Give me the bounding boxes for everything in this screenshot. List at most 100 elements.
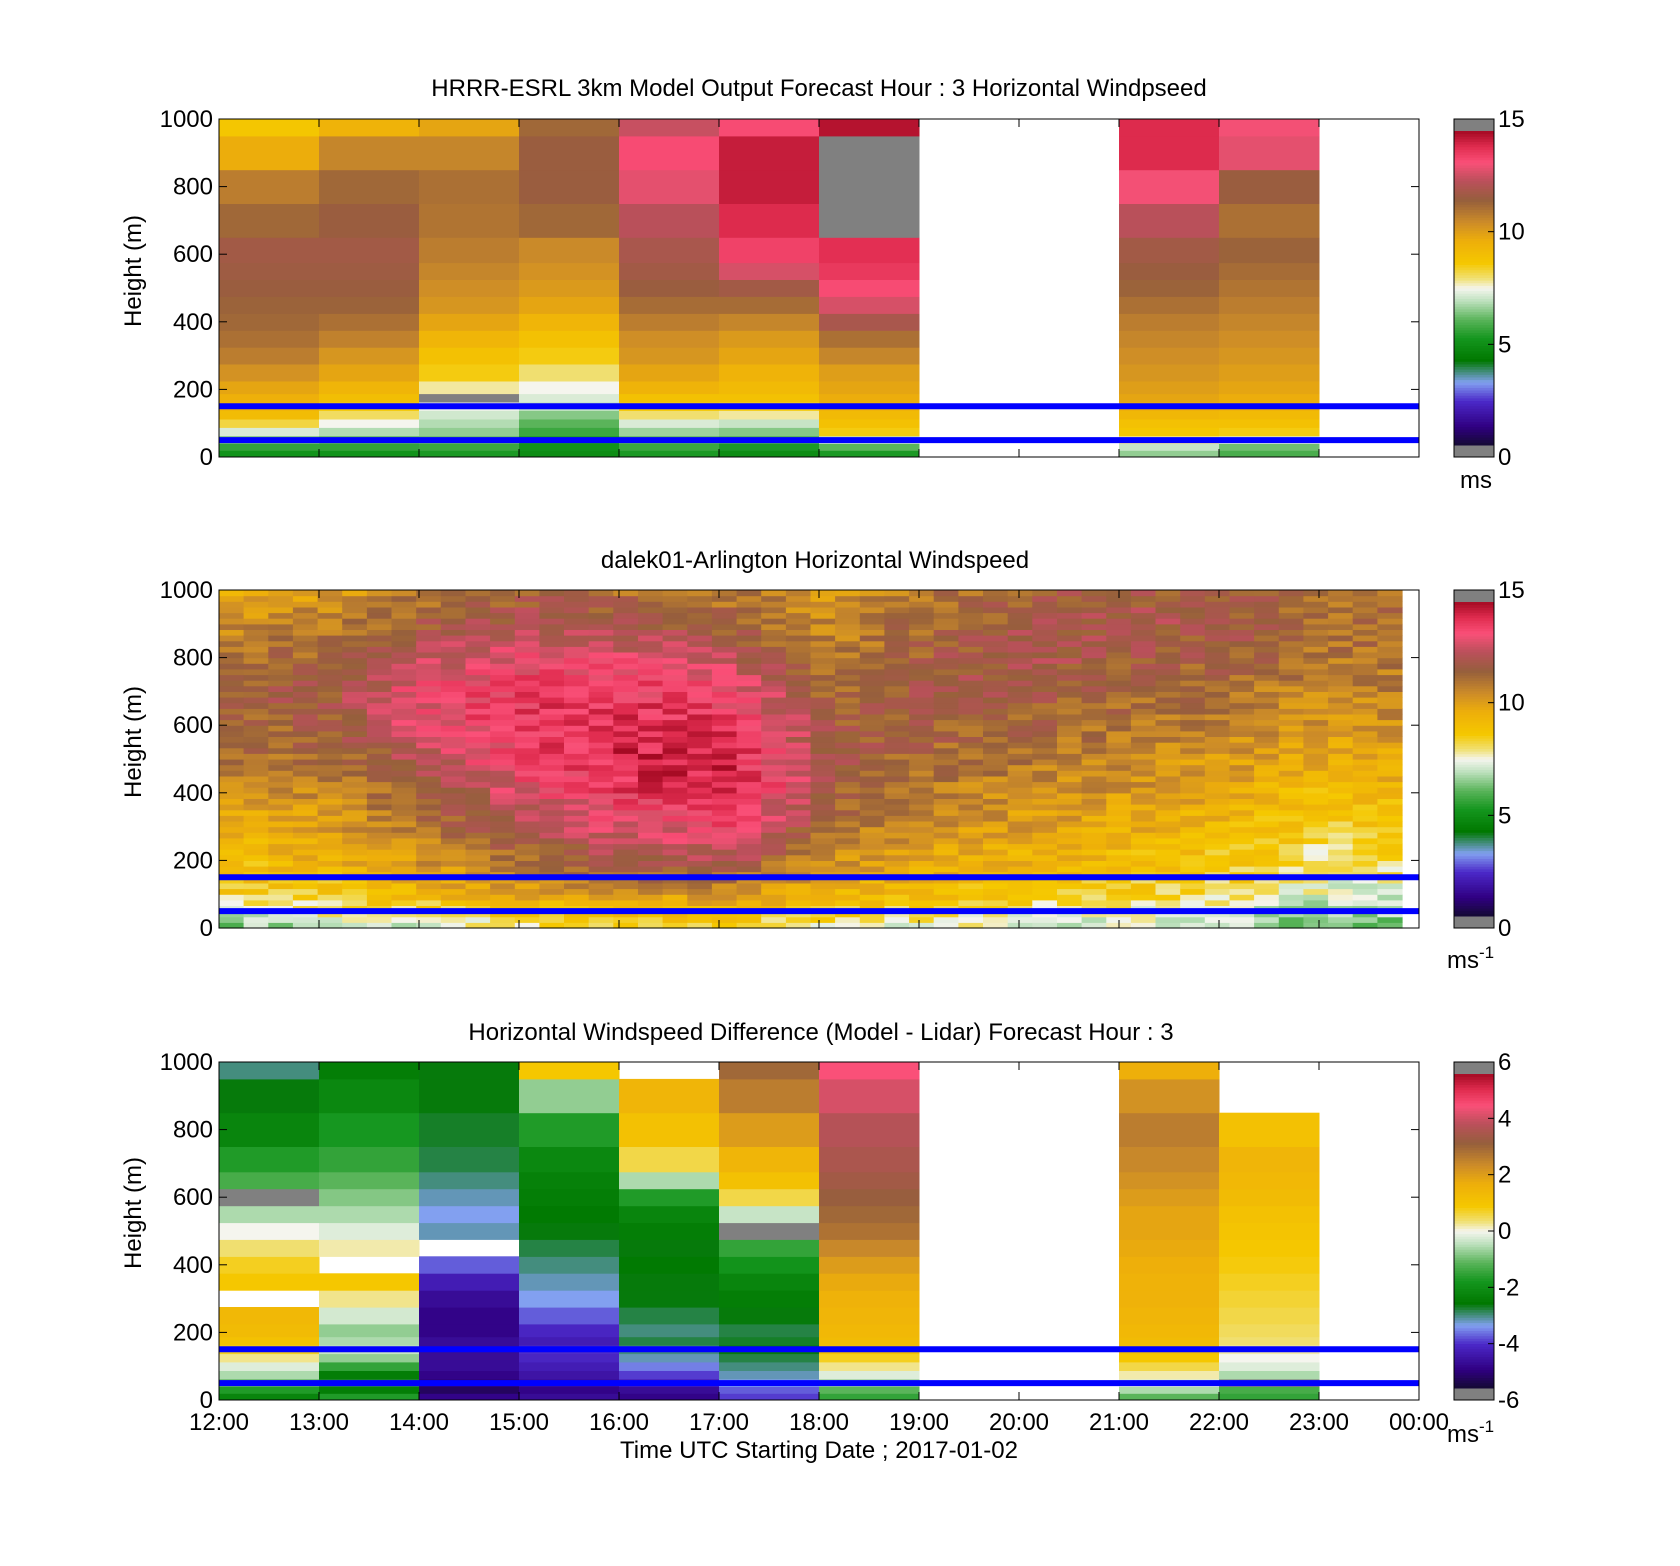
- heatmap-cell: [519, 1222, 620, 1240]
- heatmap-cell: [342, 860, 368, 867]
- heatmap-cell: [819, 203, 920, 238]
- heatmap-cell: [588, 747, 614, 754]
- heatmap-cell: [1081, 866, 1107, 873]
- heatmap-cell: [1081, 674, 1107, 681]
- heatmap-cell: [884, 719, 910, 726]
- heatmap-cell: [416, 691, 442, 698]
- heatmap-cell: [1119, 1188, 1220, 1207]
- heatmap-cell: [662, 652, 688, 659]
- heatmap-cell: [268, 646, 294, 653]
- heatmap-cell: [761, 747, 787, 754]
- heatmap-cell: [1328, 663, 1354, 670]
- heatmap-cell: [317, 652, 343, 659]
- heatmap-cell: [292, 809, 319, 816]
- heatmap-cell: [1229, 685, 1255, 692]
- heatmap-cell: [933, 922, 959, 929]
- heatmap-cell: [1278, 742, 1304, 749]
- heatmap-cell: [1219, 410, 1320, 420]
- heatmap-cell: [884, 843, 910, 850]
- heatmap-cell: [638, 854, 664, 861]
- heatmap-cell: [1081, 685, 1107, 692]
- heatmap-cell: [366, 787, 393, 794]
- heatmap-cell: [1081, 657, 1107, 664]
- heatmap-cell: [1377, 804, 1403, 811]
- heatmap-cell: [711, 623, 738, 630]
- heatmap-cell: [1229, 849, 1255, 856]
- heatmap-cell: [1130, 663, 1157, 670]
- colorbar-segment: [1454, 1108, 1494, 1112]
- colorbar-segment: [1454, 1194, 1494, 1198]
- heatmap-cell: [719, 1393, 820, 1401]
- heatmap-cell: [1278, 916, 1304, 923]
- heatmap-cell: [1303, 877, 1329, 884]
- heatmap-cell: [1007, 815, 1033, 822]
- x-tick-label: 17:00: [689, 1409, 749, 1436]
- heatmap-cell: [983, 899, 1009, 906]
- heatmap-cell: [933, 815, 959, 822]
- heatmap-cell: [933, 764, 959, 771]
- colorbar-tick-label: 5: [1498, 802, 1511, 829]
- heatmap-cell: [835, 821, 861, 828]
- heatmap-cell: [416, 702, 442, 709]
- heatmap-cell: [687, 815, 713, 822]
- heatmap-cell: [342, 894, 368, 901]
- heatmap-cell: [419, 427, 520, 437]
- heatmap-cell: [519, 1353, 620, 1363]
- heatmap-cell: [983, 623, 1009, 630]
- heatmap-cell: [736, 888, 762, 895]
- heatmap-cell: [243, 770, 269, 777]
- heatmap-cell: [391, 691, 417, 698]
- colorbar-segment: [1454, 813, 1494, 818]
- heatmap-cell: [416, 736, 442, 743]
- heatmap-cell: [1328, 826, 1354, 833]
- heatmap-cell: [1119, 347, 1220, 365]
- heatmap-cell: [588, 894, 614, 901]
- heatmap-cell: [539, 877, 565, 884]
- heatmap-cell: [1057, 826, 1083, 833]
- heatmap-cell: [319, 364, 420, 382]
- heatmap-cell: [1303, 781, 1329, 788]
- colorbar-tick-label: 0: [1498, 915, 1511, 942]
- heatmap-cell: [638, 713, 664, 721]
- heatmap-cell: [490, 826, 516, 833]
- heatmap-cell: [292, 821, 319, 828]
- heatmap-cell: [1352, 877, 1378, 884]
- heatmap-cell: [1007, 882, 1033, 890]
- heatmap-cell: [1081, 804, 1107, 811]
- heatmap-cell: [490, 601, 516, 608]
- heatmap-cell: [1081, 646, 1107, 653]
- heatmap-cell: [983, 708, 1009, 715]
- heatmap-cell: [638, 792, 664, 799]
- colorbar-segment: [1454, 774, 1494, 778]
- heatmap-cell: [416, 708, 442, 715]
- heatmap-cell: [1057, 911, 1083, 918]
- heatmap-cell: [810, 595, 836, 602]
- heatmap-cell: [465, 736, 491, 743]
- heatmap-cell: [1180, 753, 1206, 760]
- heatmap-cell: [859, 899, 885, 906]
- heatmap-cell: [1278, 606, 1304, 614]
- heatmap-cell: [983, 725, 1009, 732]
- heatmap-cell: [1328, 804, 1354, 811]
- heatmap-cell: [514, 877, 540, 884]
- heatmap-cell: [1219, 1112, 1320, 1147]
- heatmap-cell: [219, 713, 245, 721]
- heatmap-cell: [1180, 837, 1206, 845]
- heatmap-cell: [983, 787, 1009, 794]
- heatmap-cell: [243, 860, 269, 867]
- heatmap-cell: [490, 697, 516, 704]
- heatmap-cell: [1229, 713, 1255, 721]
- heatmap-cell: [519, 203, 620, 238]
- heatmap-cell: [1303, 657, 1329, 664]
- heatmap-cell: [810, 663, 836, 670]
- heatmap-cell: [317, 753, 343, 760]
- heatmap-cell: [1204, 809, 1230, 816]
- heatmap-cell: [465, 792, 491, 799]
- heatmap-cell: [440, 809, 466, 816]
- heatmap-cell: [1204, 821, 1230, 828]
- heatmap-cell: [317, 601, 343, 608]
- heatmap-cell: [909, 798, 935, 805]
- heatmap-cell: [366, 725, 393, 732]
- heatmap-cell: [835, 832, 861, 839]
- heatmap-cell: [243, 635, 269, 642]
